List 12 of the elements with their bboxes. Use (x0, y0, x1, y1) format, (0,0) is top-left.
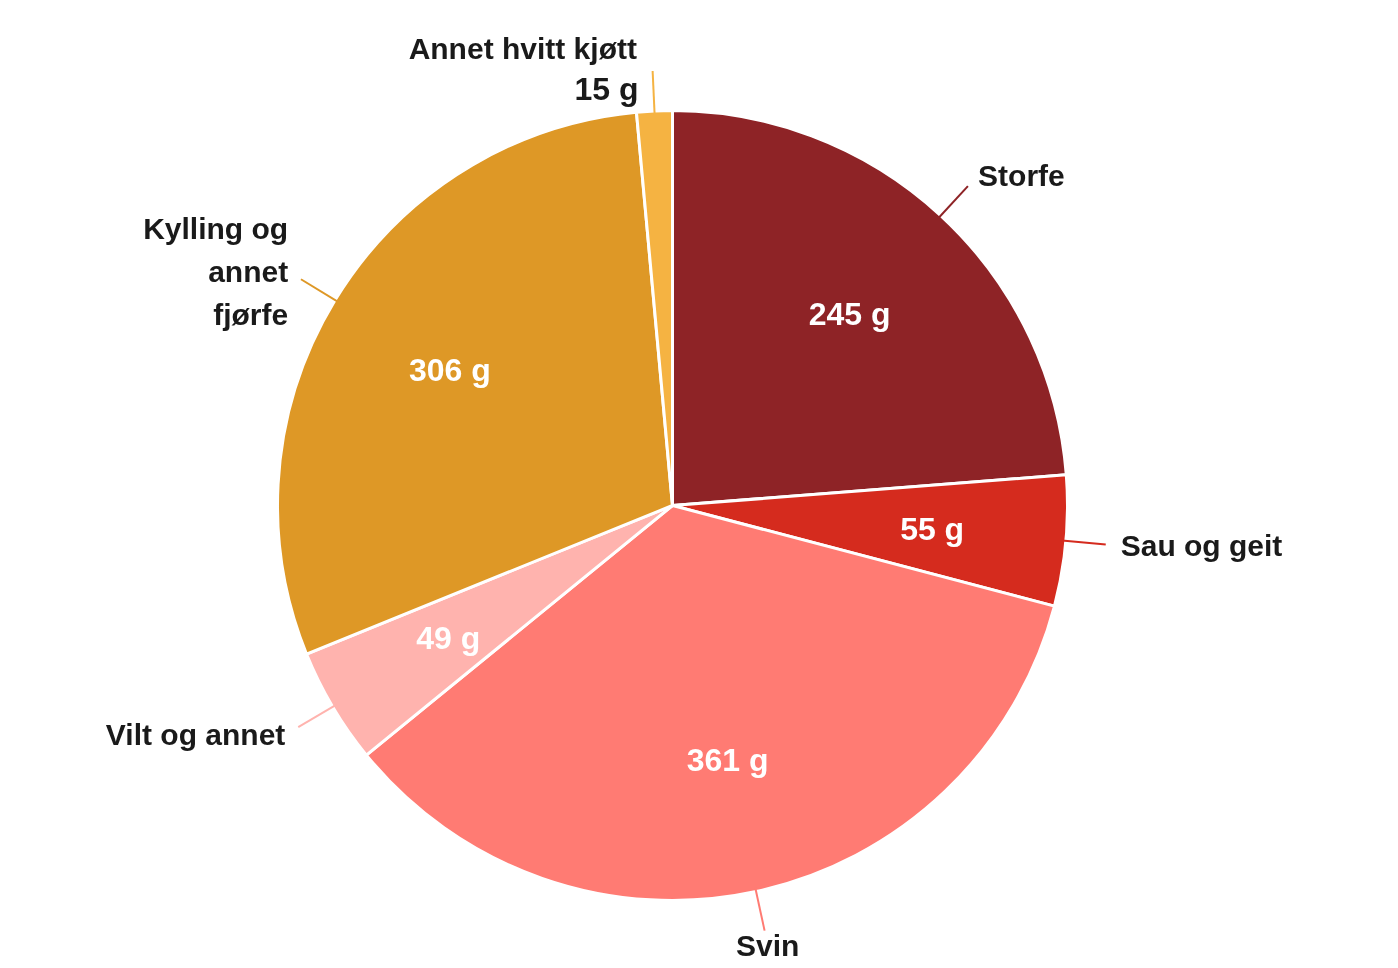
data-label: 49 g (416, 620, 481, 657)
data-label: 361 g (686, 742, 769, 779)
slice-label: Kylling og annet fjørfe (143, 212, 289, 331)
data-label: 55 g (900, 510, 965, 547)
slice-label: Storfe (978, 158, 1065, 192)
data-label: 306 g (408, 351, 491, 388)
slice-label: Sau og geit (1120, 529, 1283, 563)
slice-label: Vilt og annet (105, 718, 286, 752)
slice-label: Svin (736, 929, 800, 963)
data-label: 245 g (808, 296, 891, 333)
data-label: 15 g (574, 70, 639, 107)
slice-label: Annet hvitt kjøtt (408, 32, 637, 66)
